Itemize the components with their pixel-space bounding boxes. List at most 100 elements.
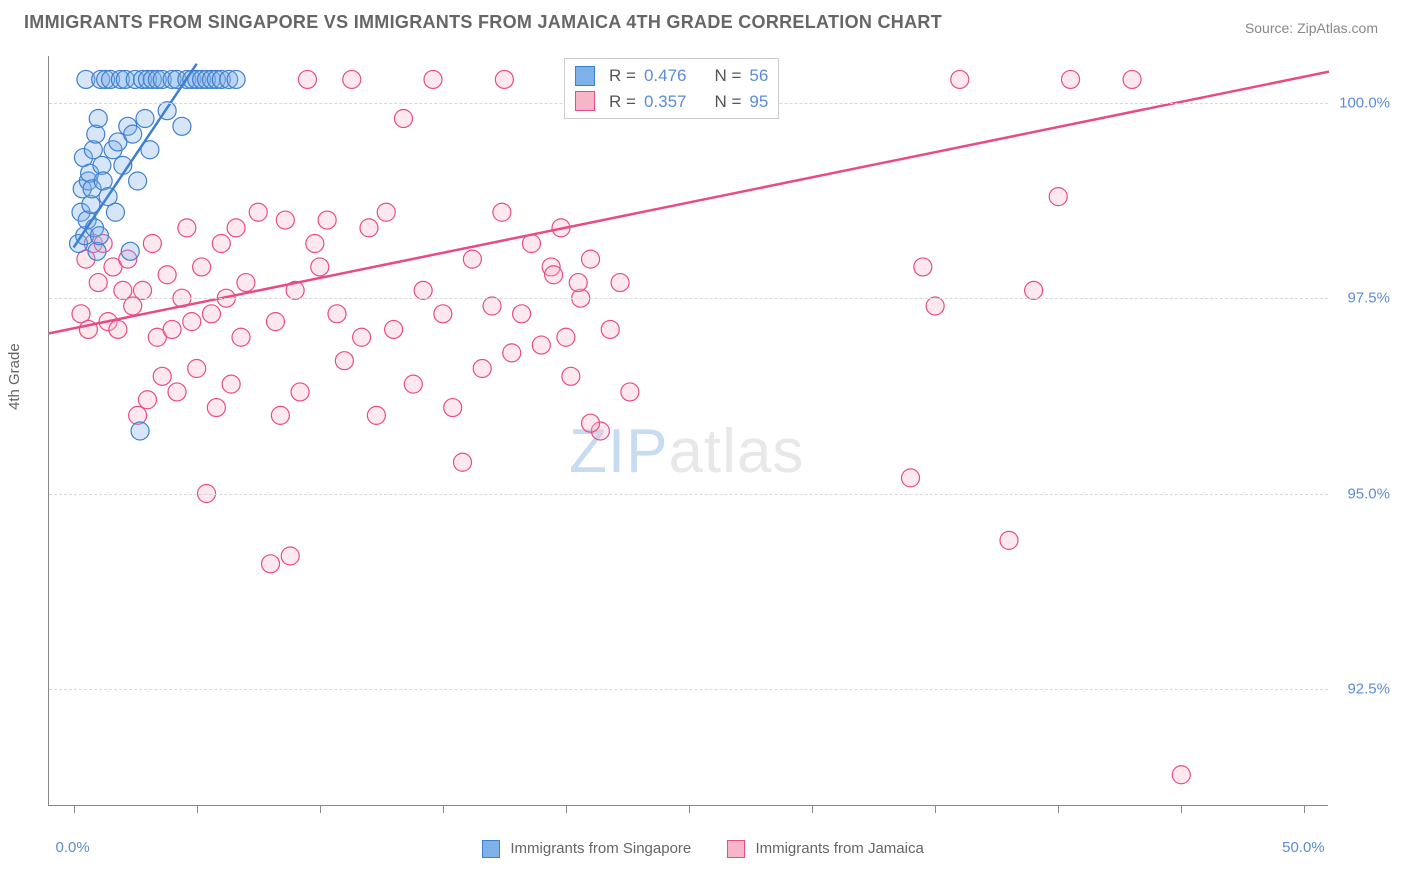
point-jamaica [503, 344, 521, 362]
point-singapore [121, 242, 139, 260]
chart-source: Source: ZipAtlas.com [1245, 20, 1378, 36]
stat-r-label: R = [609, 89, 636, 115]
y-tick-label: 95.0% [1347, 485, 1390, 502]
point-jamaica [582, 414, 600, 432]
gridline-h [49, 689, 1328, 690]
stat-r-value-jamaica: 0.357 [644, 89, 687, 115]
x-tick [812, 805, 813, 813]
point-jamaica [473, 360, 491, 378]
point-jamaica [493, 203, 511, 221]
swatch-singapore-bottom [482, 840, 500, 858]
point-jamaica [434, 305, 452, 323]
x-tick-label: 0.0% [56, 839, 90, 856]
x-tick [320, 805, 321, 813]
point-singapore [87, 125, 105, 143]
point-jamaica [276, 211, 294, 229]
point-jamaica [335, 352, 353, 370]
point-jamaica [454, 453, 472, 471]
x-tick [1058, 805, 1059, 813]
point-jamaica [545, 266, 563, 284]
point-jamaica [621, 383, 639, 401]
point-jamaica [158, 266, 176, 284]
point-singapore [131, 422, 149, 440]
point-jamaica [249, 203, 267, 221]
point-jamaica [281, 547, 299, 565]
point-singapore [90, 227, 108, 245]
plot-area: ZIPatlas [48, 56, 1328, 806]
x-tick [935, 805, 936, 813]
point-jamaica [311, 258, 329, 276]
point-jamaica [611, 274, 629, 292]
point-jamaica [222, 375, 240, 393]
swatch-jamaica-bottom [727, 840, 745, 858]
stat-legend-row-singapore: R = 0.476 N = 56 [575, 63, 768, 89]
point-jamaica [513, 305, 531, 323]
point-jamaica [495, 70, 513, 88]
legend-label-singapore: Immigrants from Singapore [510, 840, 691, 857]
legend-item-singapore: Immigrants from Singapore [482, 840, 691, 858]
stat-r-value-singapore: 0.476 [644, 63, 687, 89]
point-jamaica [271, 406, 289, 424]
point-jamaica [377, 203, 395, 221]
point-jamaica [202, 305, 220, 323]
point-singapore [88, 242, 106, 260]
point-jamaica [138, 391, 156, 409]
x-tick [1304, 805, 1305, 813]
point-jamaica [193, 258, 211, 276]
point-jamaica [188, 360, 206, 378]
gridline-h [49, 298, 1328, 299]
point-jamaica [367, 406, 385, 424]
swatch-singapore [575, 66, 595, 86]
point-jamaica [89, 274, 107, 292]
point-jamaica [168, 383, 186, 401]
point-jamaica [414, 281, 432, 299]
point-jamaica [1025, 281, 1043, 299]
point-jamaica [227, 219, 245, 237]
point-jamaica [134, 281, 152, 299]
x-tick [689, 805, 690, 813]
point-jamaica [343, 70, 361, 88]
point-jamaica [109, 320, 127, 338]
legend-label-jamaica: Immigrants from Jamaica [755, 840, 923, 857]
point-jamaica [532, 336, 550, 354]
stat-r-label: R = [609, 63, 636, 89]
gridline-h [49, 494, 1328, 495]
chart-title: IMMIGRANTS FROM SINGAPORE VS IMMIGRANTS … [24, 12, 942, 33]
stat-n-value-jamaica: 95 [749, 89, 768, 115]
chart-svg [49, 56, 1328, 805]
point-jamaica [914, 258, 932, 276]
point-jamaica [306, 235, 324, 253]
stat-n-value-singapore: 56 [749, 63, 768, 89]
point-jamaica [902, 469, 920, 487]
point-jamaica [951, 70, 969, 88]
point-jamaica [463, 250, 481, 268]
point-jamaica [444, 399, 462, 417]
swatch-jamaica [575, 91, 595, 111]
point-jamaica [143, 235, 161, 253]
point-jamaica [232, 328, 250, 346]
point-jamaica [562, 367, 580, 385]
point-singapore [173, 117, 191, 135]
point-singapore [227, 70, 245, 88]
point-singapore [124, 125, 142, 143]
stat-legend: R = 0.476 N = 56 R = 0.357 N = 95 [564, 58, 779, 119]
stat-n-label: N = [714, 63, 741, 89]
legend-item-jamaica: Immigrants from Jamaica [727, 840, 924, 858]
point-jamaica [266, 313, 284, 331]
point-jamaica [178, 219, 196, 237]
stat-n-label: N = [714, 89, 741, 115]
point-jamaica [394, 110, 412, 128]
x-tick [197, 805, 198, 813]
point-jamaica [298, 70, 316, 88]
point-singapore [89, 110, 107, 128]
point-jamaica [183, 313, 201, 331]
point-jamaica [153, 367, 171, 385]
point-jamaica [483, 297, 501, 315]
point-jamaica [212, 235, 230, 253]
x-tick [443, 805, 444, 813]
point-jamaica [124, 297, 142, 315]
point-singapore [129, 172, 147, 190]
point-jamaica [1000, 531, 1018, 549]
point-jamaica [360, 219, 378, 237]
point-jamaica [1172, 766, 1190, 784]
